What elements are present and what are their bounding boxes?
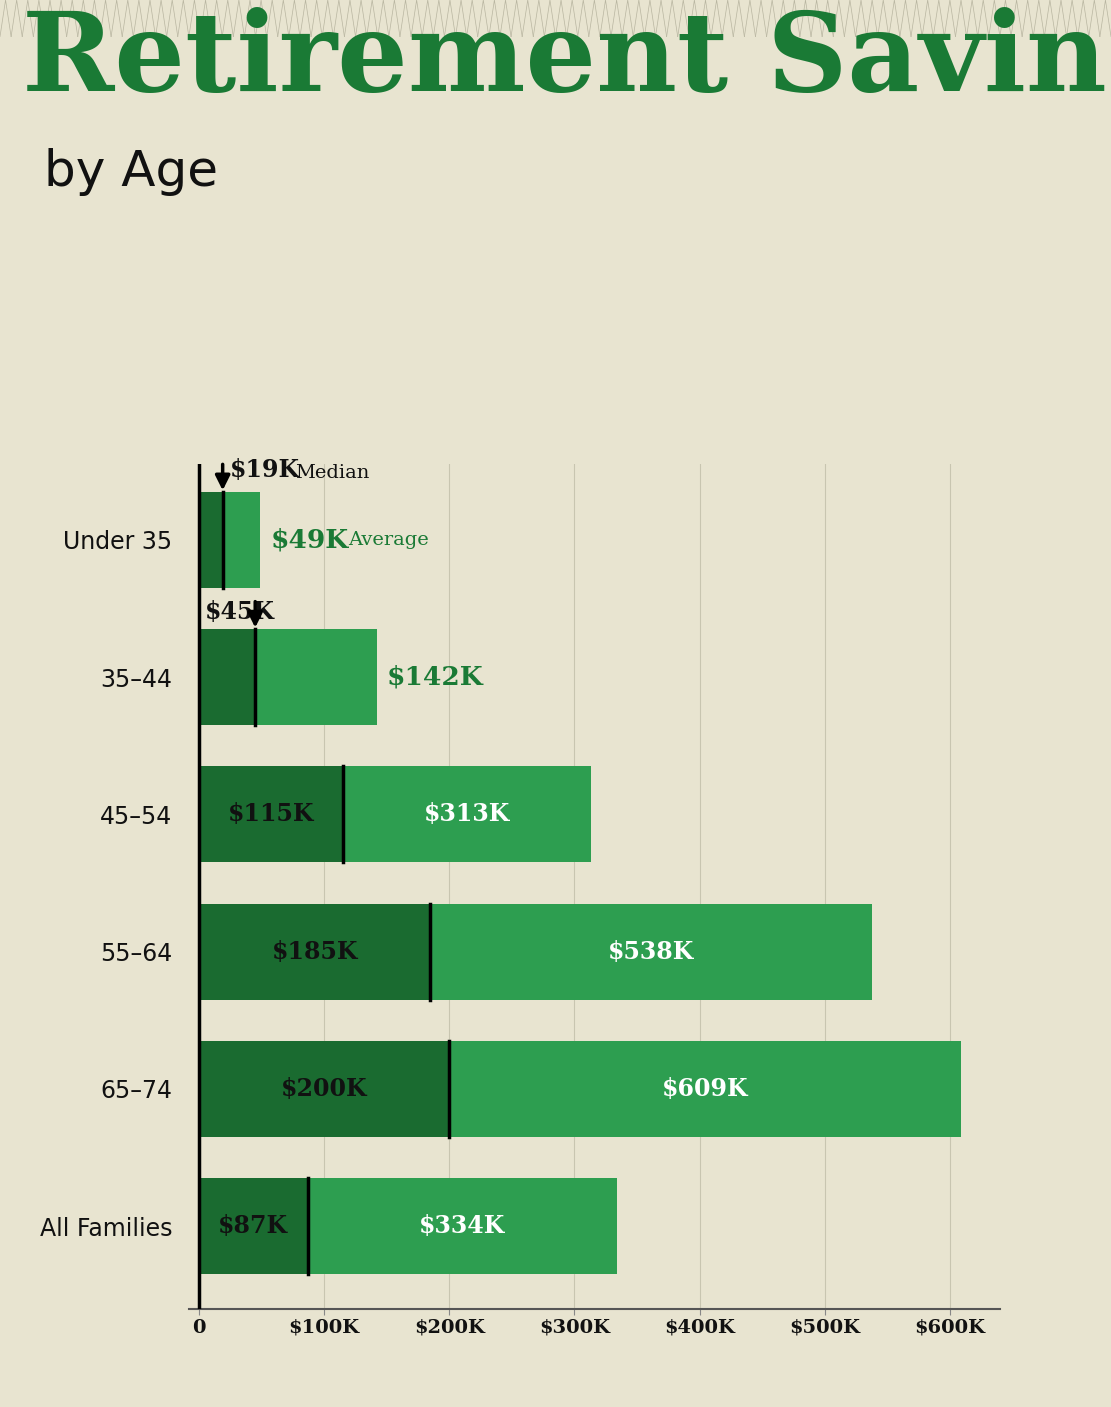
Bar (199, 767, 343, 862)
Bar (199, 1178, 617, 1275)
Bar (199, 1041, 449, 1137)
Text: Median: Median (296, 464, 370, 483)
Text: $87K: $87K (219, 1214, 289, 1238)
Text: Retirement Savings: Retirement Savings (22, 7, 1111, 115)
Bar (199, 1178, 308, 1275)
Text: $185K: $185K (271, 940, 358, 964)
Text: $142K: $142K (387, 664, 483, 689)
Text: $538K: $538K (608, 940, 694, 964)
Text: $49K: $49K (270, 528, 349, 553)
Text: $334K: $334K (419, 1214, 506, 1238)
Text: $45K: $45K (206, 599, 276, 623)
Text: $200K: $200K (281, 1076, 368, 1100)
Bar (199, 1041, 961, 1137)
Bar (199, 492, 222, 588)
Text: by Age: by Age (44, 148, 219, 196)
Text: $115K: $115K (228, 802, 314, 826)
Bar (199, 492, 260, 588)
Bar (199, 629, 377, 725)
Bar (199, 629, 256, 725)
Text: Average: Average (348, 530, 429, 549)
Text: $313K: $313K (423, 802, 510, 826)
Text: $19K: $19K (230, 459, 300, 483)
Bar (199, 903, 430, 999)
Bar (199, 903, 872, 999)
Text: $609K: $609K (662, 1076, 749, 1100)
Bar (199, 767, 591, 862)
